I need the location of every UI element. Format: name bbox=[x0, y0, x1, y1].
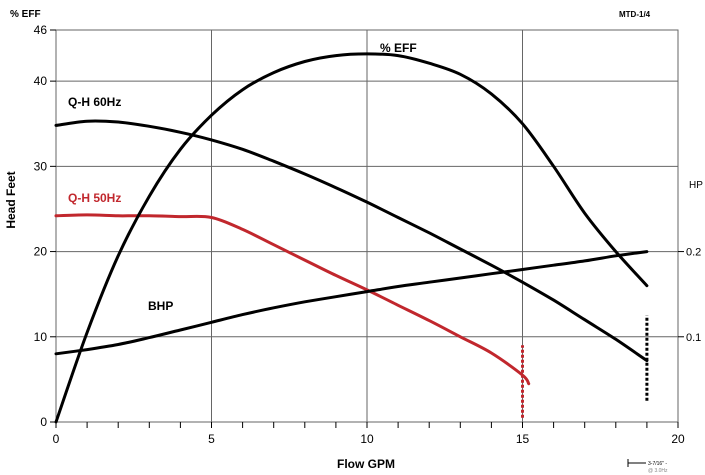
y-tick-label: 20 bbox=[34, 245, 48, 259]
x-axis-title: Flow GPM bbox=[337, 457, 395, 471]
y-axis-title: Head Feet bbox=[4, 171, 18, 228]
series-label-qh50: Q-H 50Hz bbox=[68, 191, 121, 205]
y2-tick-label: 0.1 bbox=[686, 332, 701, 344]
bhp-curve bbox=[54, 250, 649, 356]
efficiency-curve bbox=[54, 52, 649, 424]
x-tick-label: 0 bbox=[53, 432, 60, 446]
model-label: MTD-1/4 bbox=[619, 10, 651, 19]
x-tick-label: 5 bbox=[208, 432, 215, 446]
y-tick-label: 46 bbox=[34, 23, 48, 37]
x-tick-label: 15 bbox=[516, 432, 530, 446]
dimension-note-line1: 3-7/16" - bbox=[648, 461, 667, 467]
series-label-bhp: BHP bbox=[148, 299, 173, 313]
x-tick-label: 20 bbox=[671, 432, 685, 446]
y-tick-label: 40 bbox=[34, 74, 48, 88]
y2-tick-label: 0.2 bbox=[686, 247, 701, 259]
x-tick-label: 10 bbox=[360, 432, 374, 446]
qh-60hz-curve bbox=[54, 119, 649, 363]
series-layer bbox=[54, 52, 649, 424]
dimension-note: 3-7/16" - @ 3.0Hz bbox=[627, 459, 668, 474]
qh-50hz-curve bbox=[54, 213, 531, 386]
series-label-qh60: Q-H 60Hz bbox=[68, 95, 121, 109]
y-tick-label: 10 bbox=[34, 330, 48, 344]
y-tick-label: 30 bbox=[34, 159, 48, 173]
y2-axis-title: HP bbox=[689, 180, 703, 191]
series-label-eff: % EFF bbox=[380, 41, 417, 55]
dimension-note-line2: @ 3.0Hz bbox=[648, 468, 668, 474]
y-tick-label: 0 bbox=[40, 415, 47, 429]
chart-labels: % EFF MTD-1/4 Flow GPM Head Feet HP Q-H … bbox=[4, 9, 703, 474]
grid: 0 5 10 15 20 0 10 20 30 40 46 0.1 0.2 bbox=[34, 23, 702, 446]
top-left-label: % EFF bbox=[10, 9, 41, 20]
